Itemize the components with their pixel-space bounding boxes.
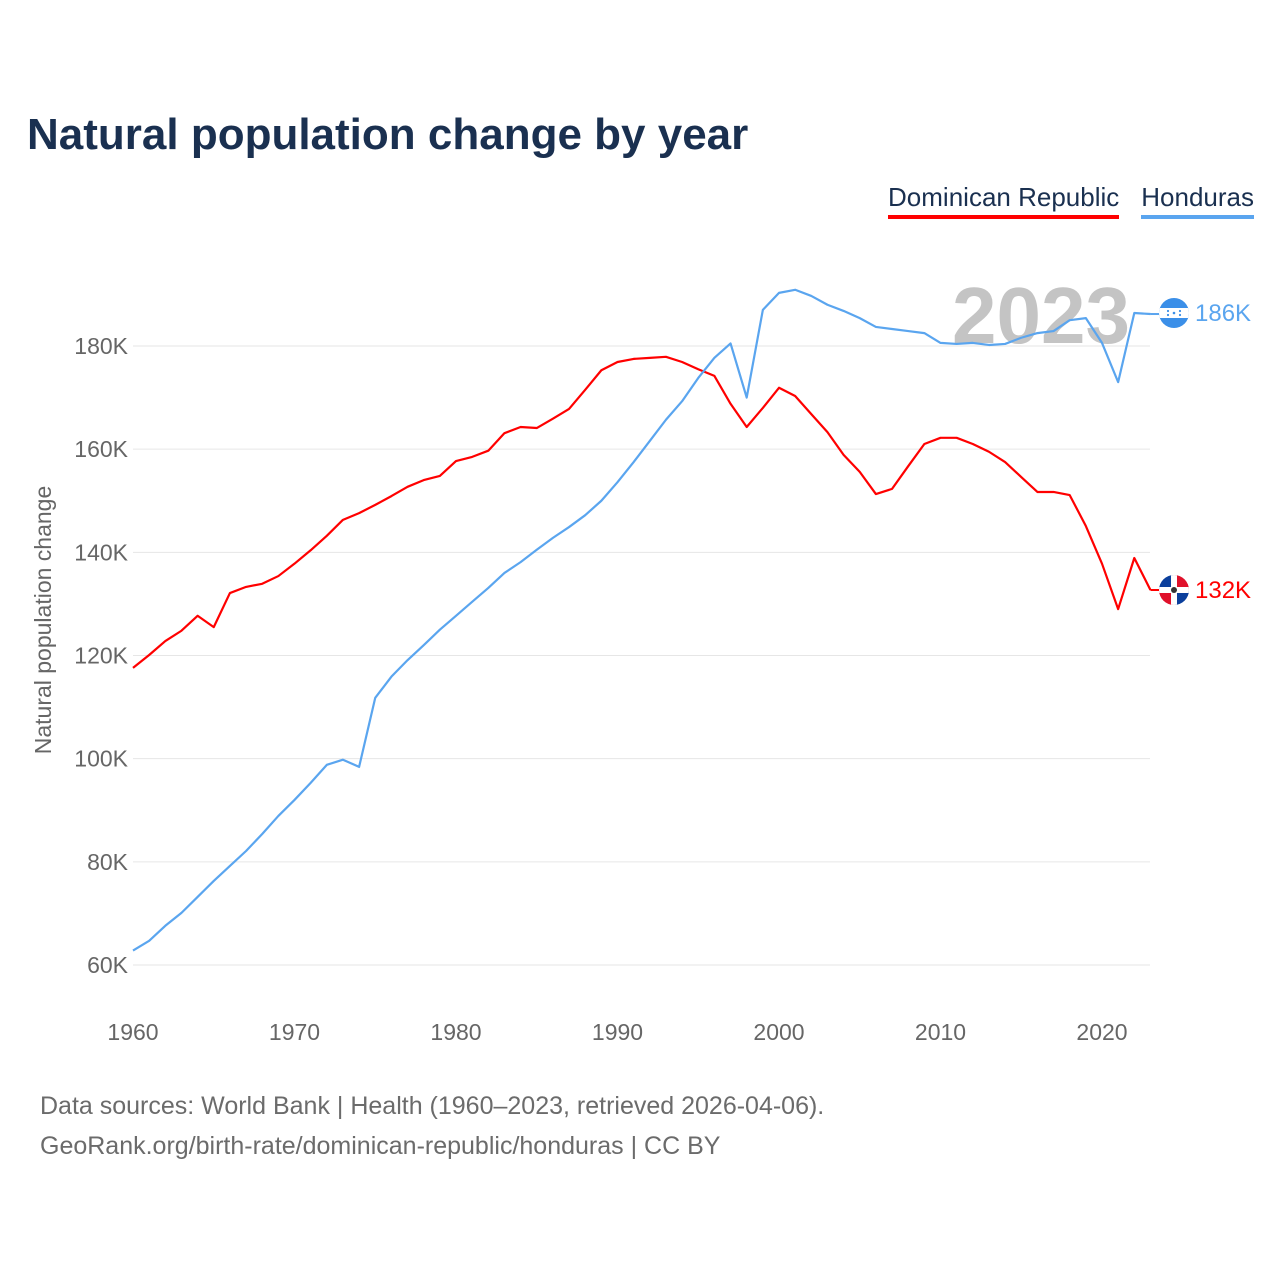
- source-link[interactable]: GeoRank.org/birth-rate/dominican-republi…: [40, 1132, 721, 1160]
- x-tick-label: 1990: [592, 1019, 643, 1045]
- series-line-dominican-republic: [132, 355, 1152, 669]
- honduras-flag-icon: [1159, 298, 1189, 328]
- y-tick-label: 100K: [74, 746, 128, 772]
- legend: Dominican Republic Honduras: [888, 182, 1254, 219]
- honduras-end-label: 186K: [1195, 300, 1251, 327]
- y-tick-label: 160K: [74, 436, 128, 462]
- y-tick-label: 140K: [74, 539, 128, 565]
- x-tick-label: 2000: [753, 1019, 804, 1045]
- dominican-republic-flag-icon: [1159, 575, 1189, 605]
- chart-title: Natural population change by year: [27, 110, 749, 159]
- x-tick-label: 2010: [915, 1019, 966, 1045]
- y-tick-label: 120K: [74, 643, 128, 669]
- x-tick-label: 1960: [107, 1019, 158, 1045]
- y-tick-label: 180K: [74, 333, 128, 359]
- y-axis-label: Natural population change: [30, 486, 56, 755]
- series-line-honduras: [132, 288, 1151, 952]
- legend-item-dominican-republic[interactable]: Dominican Republic: [888, 182, 1120, 219]
- x-tick-label: 2020: [1076, 1019, 1127, 1045]
- current-year-label: 2023: [952, 271, 1130, 360]
- y-tick-label: 60K: [87, 952, 129, 978]
- dominican-republic-end-label: 132K: [1195, 577, 1251, 604]
- data-source-text: Data sources: World Bank | Health (1960–…: [40, 1092, 825, 1120]
- legend-item-honduras[interactable]: Honduras: [1141, 182, 1254, 219]
- x-tick-label: 1980: [430, 1019, 481, 1045]
- y-tick-label: 80K: [87, 849, 129, 875]
- footer: Data sources: World Bank | Health (1960–…: [40, 1086, 824, 1166]
- x-tick-label: 1970: [269, 1019, 320, 1045]
